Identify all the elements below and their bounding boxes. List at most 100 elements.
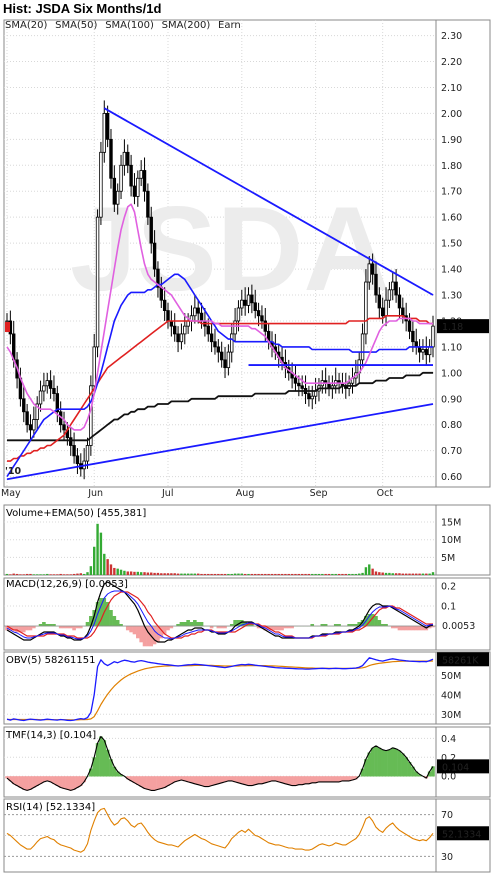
tmf-area-bar (216, 776, 221, 785)
obv-last-value-bg (437, 652, 489, 667)
tmf-area-bar (146, 776, 150, 790)
macd-histogram-bar (68, 626, 73, 629)
volume-bar (207, 573, 210, 575)
macd-histogram-bar (270, 626, 274, 631)
macd-histogram-bar (38, 624, 43, 627)
price-tick-label-5: 1.10 (441, 342, 462, 353)
volume-bar (103, 553, 106, 575)
tmf-area-bar (119, 774, 123, 777)
macd-avg-line (6, 590, 434, 640)
volume-bar (354, 573, 358, 575)
price-tick-label-3: 0.90 (441, 394, 462, 405)
tmf-area-bar (21, 776, 26, 790)
macd-histogram-bar (411, 626, 415, 631)
tmf-area-bar (159, 776, 164, 789)
macd-histogram-bar (139, 626, 143, 643)
tmf-area-bar (253, 776, 258, 786)
macd-histogram-bar (179, 622, 184, 627)
volume-bar (89, 566, 93, 575)
macd-histogram-bar (286, 626, 291, 629)
volume-bar (69, 574, 72, 575)
earn-marker (5, 322, 10, 332)
volume-bar (56, 574, 59, 575)
tmf-line (6, 735, 434, 791)
candle-body (394, 281, 398, 296)
candle-body (159, 286, 163, 301)
candle-body (99, 151, 103, 218)
candle-body (391, 281, 395, 291)
macd-histogram-bar (407, 626, 412, 631)
macd-histogram-bar (92, 610, 97, 627)
volume-bar (153, 572, 156, 575)
tmf-area-bar (115, 771, 120, 777)
tmf-area-bar (112, 766, 117, 777)
volume-bar (267, 573, 270, 575)
candle-body (32, 419, 36, 431)
tmf-area-bar (8, 776, 13, 782)
tmf-area-bar (11, 776, 16, 785)
macd-histogram-bar (28, 626, 33, 631)
candle-body (45, 380, 49, 387)
volume-bar (109, 564, 113, 575)
candle-body (5, 320, 9, 323)
tmf-area-bar (283, 776, 288, 785)
tmf-area-bar (109, 759, 113, 777)
volume-bar (240, 573, 244, 575)
macd-histogram-bar (119, 624, 123, 627)
macd-histogram-bar (75, 626, 80, 629)
tmf-area-bar (172, 776, 177, 783)
volume-bar (411, 573, 415, 575)
tmf-area-bar (293, 776, 298, 786)
tmf-area-bar (297, 776, 301, 786)
macd-histogram-bar (62, 626, 66, 629)
tmf-area-bar (142, 776, 147, 789)
macd-histogram-bar (236, 620, 241, 627)
volume-bar (49, 574, 52, 575)
volume-bar (237, 573, 240, 575)
tmf-area-bar (82, 776, 86, 783)
tmf-area-bar (149, 776, 154, 791)
volume-bar (428, 573, 431, 575)
candle-body (102, 113, 106, 153)
macd-histogram-bar (209, 626, 214, 629)
macd-histogram-bar (129, 626, 133, 633)
tmf-area-bar (156, 776, 160, 790)
tmf-tick-label-1: 0.2 (441, 753, 456, 764)
macd-histogram-bar (360, 620, 365, 627)
macd-histogram-bar (320, 624, 325, 627)
candle-body (293, 377, 298, 384)
volume-bar (327, 573, 331, 575)
tmf-area-bar (320, 776, 325, 783)
volume-bar (334, 573, 337, 575)
tmf-area-bar (313, 776, 318, 784)
candle-body (431, 325, 435, 348)
volume-bar (274, 573, 277, 575)
rsi-tick-label-0: 30 (441, 852, 453, 863)
rsi-tick-label-2: 70 (441, 810, 453, 821)
volume-bar (25, 573, 29, 575)
tmf-area-bar (390, 747, 395, 777)
tmf-panel-title: TMF(14,3) [0.104] (5, 730, 96, 741)
tmf-area-bar (347, 776, 351, 782)
macd-histogram-bar (45, 624, 50, 627)
trendline-lower (6, 403, 434, 481)
candle-body (297, 382, 301, 387)
volume-tick-label-0: 5M (441, 553, 455, 564)
tmf-area-bar (401, 753, 405, 777)
tmf-area-bar (45, 776, 50, 782)
volume-bar (76, 573, 79, 575)
tmf-last-value: 0.104 (442, 762, 469, 773)
volume-bar (136, 571, 140, 575)
macd-histogram-bar (99, 598, 103, 627)
volume-bar (284, 573, 287, 575)
volume-bar (425, 573, 428, 575)
volume-bar (277, 573, 280, 575)
volume-bar (418, 573, 421, 575)
macd-histogram-bar (229, 624, 234, 627)
macd-histogram-bar (404, 626, 408, 631)
price-tick-label-10: 1.60 (441, 213, 462, 224)
price-tick-label-7: 1.30 (441, 291, 462, 302)
price-last-value: 1.18 (442, 322, 463, 333)
tmf-area-bar (58, 776, 63, 788)
